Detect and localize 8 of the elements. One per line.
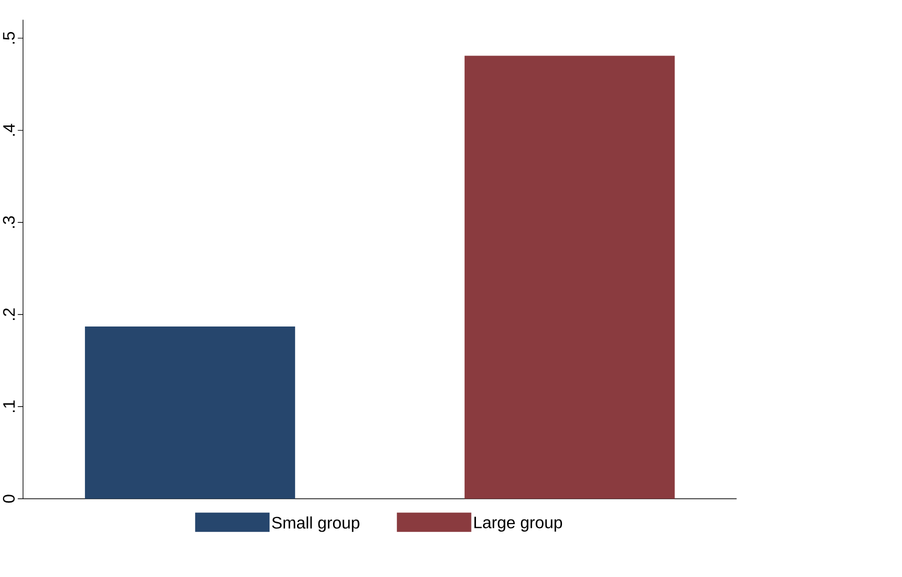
y-tick-label: .1 (3, 400, 15, 412)
y-tick-label: .5 (3, 32, 15, 44)
legend-label: Small group (272, 516, 360, 532)
y-tick-label: .4 (3, 124, 15, 136)
y-tick-label: .3 (2, 216, 15, 228)
y-tick-label: .2 (3, 308, 15, 320)
y-tick-label: 0 (2, 494, 15, 503)
legend-label: Large group (474, 516, 562, 532)
